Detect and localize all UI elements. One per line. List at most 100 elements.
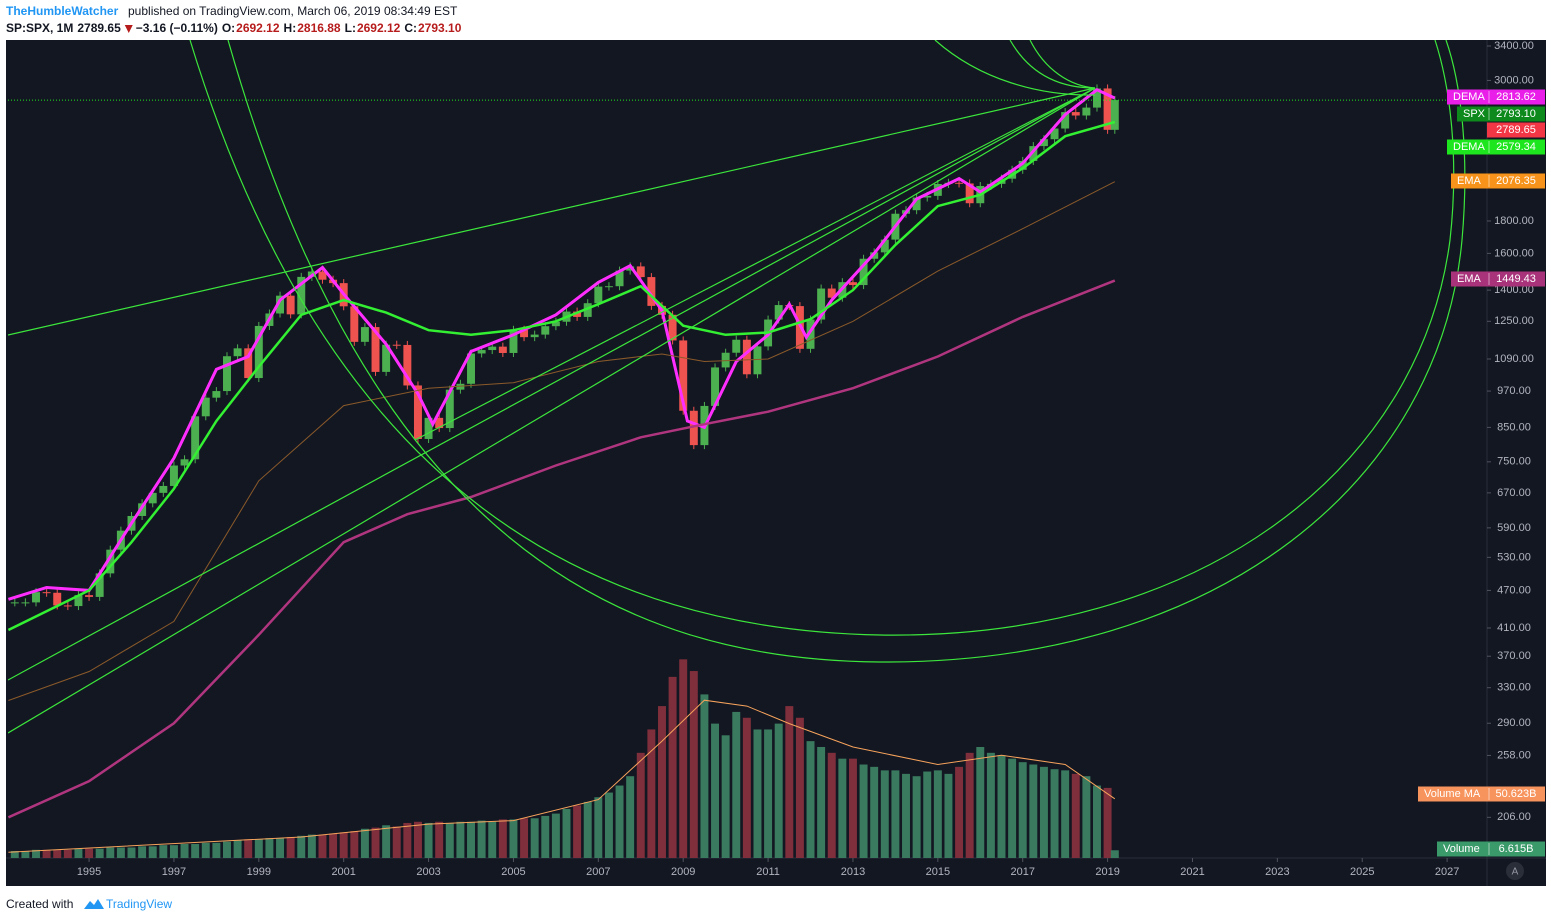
candle <box>53 592 62 606</box>
volume-bar <box>679 659 688 858</box>
volume-bar <box>1103 787 1112 858</box>
candle <box>169 465 178 486</box>
volume-bar <box>318 834 327 858</box>
y-tick-label: 1090.00 <box>1494 353 1534 365</box>
candle <box>1110 100 1119 130</box>
candle <box>435 417 444 429</box>
volume-bar <box>85 848 94 858</box>
candle <box>732 339 741 353</box>
candle <box>774 305 783 320</box>
volume-bar <box>520 818 529 858</box>
scale-label-value: 2076.35 <box>1496 175 1536 187</box>
candle <box>859 258 868 286</box>
volume-bar <box>233 840 242 858</box>
candle <box>742 339 751 375</box>
arc <box>227 40 1466 663</box>
candle <box>583 303 592 317</box>
volume-bar <box>902 773 910 858</box>
indicator-line <box>8 279 1116 819</box>
y-tick-label: 670.00 <box>1497 487 1531 499</box>
candle <box>413 385 422 439</box>
y-tick-label: 1400.00 <box>1494 284 1534 296</box>
scale-label-box <box>1437 841 1545 857</box>
volume-bar <box>721 735 730 858</box>
volume-bar <box>817 746 826 858</box>
y-tick-label: 1600.00 <box>1494 247 1534 259</box>
scale-label-value: 2789.65 <box>1496 124 1536 136</box>
arc <box>189 40 1455 636</box>
volume-bar <box>254 839 263 858</box>
volume-bar <box>923 771 932 858</box>
candle <box>21 602 30 604</box>
trend-line <box>8 87 1096 336</box>
volume-bar <box>700 694 709 858</box>
x-tick-label: 2025 <box>1350 866 1374 878</box>
candle <box>679 340 688 411</box>
candle <box>85 595 94 597</box>
y-tick-label: 370.00 <box>1497 650 1531 662</box>
drawings <box>8 40 1466 734</box>
x-tick-label: 1995 <box>77 866 101 878</box>
x-tick-label: 2015 <box>926 866 950 878</box>
candle <box>318 271 327 280</box>
candle <box>159 485 168 493</box>
footer-text: Created with <box>6 897 73 911</box>
y-tick-label: 410.00 <box>1497 622 1531 634</box>
volume-bar <box>658 706 666 858</box>
volume-bar <box>127 847 136 858</box>
volume-bar <box>286 836 295 858</box>
change: −3.16 (−0.11%) <box>136 21 218 35</box>
scale-label-value: 2793.10 <box>1496 108 1536 120</box>
auto-scale-label[interactable]: A <box>1512 867 1519 878</box>
candle <box>360 327 369 342</box>
candle <box>1103 88 1112 130</box>
scale-label-name: Volume MA <box>1424 788 1481 800</box>
tradingview-logo <box>84 899 104 909</box>
ohlc-key: C: <box>404 21 417 35</box>
volume-bar <box>711 723 720 858</box>
candle <box>711 367 720 406</box>
volume-bar <box>307 834 316 858</box>
candle <box>403 344 412 386</box>
candle <box>604 286 613 288</box>
volume-bar <box>1050 769 1059 858</box>
volume-bar <box>647 729 656 858</box>
candle <box>1039 139 1048 147</box>
candle <box>753 346 762 375</box>
volume-bar <box>742 717 751 858</box>
axes: 3400.00 3000.00 1800.00 1600.00 1400.00 1250.… <box>77 40 1534 878</box>
plot-area <box>8 84 1487 858</box>
candle <box>1061 112 1070 129</box>
volume-bar <box>530 818 539 858</box>
candle <box>721 352 730 368</box>
candle <box>371 327 380 372</box>
candle <box>955 182 964 184</box>
candle <box>212 391 221 398</box>
volume-bar <box>106 847 115 858</box>
auto-scale-button[interactable] <box>1506 862 1524 880</box>
scale-label-name: Volume <box>1443 843 1480 855</box>
volume-bar <box>169 845 178 858</box>
volume-bar <box>95 848 104 858</box>
candle <box>520 329 529 338</box>
x-tick-label: 2001 <box>331 866 355 878</box>
candle <box>148 492 157 504</box>
volume-bar <box>1008 758 1017 858</box>
volume-bar <box>615 785 624 858</box>
y-tick-label: 1800.00 <box>1494 215 1534 227</box>
volume-bar <box>339 832 348 858</box>
volume-bar <box>594 797 603 858</box>
volume-bar <box>1110 850 1119 858</box>
volume-bar <box>148 846 157 858</box>
candle <box>594 286 603 304</box>
scale-label-box <box>1447 89 1545 105</box>
footer-brand: TradingView <box>106 897 172 911</box>
candle <box>848 282 857 286</box>
volume-bar <box>63 849 72 858</box>
volume-bar <box>806 741 815 858</box>
x-tick-label: 2021 <box>1180 866 1204 878</box>
volume-bar <box>53 849 62 858</box>
y-tick-label: 750.00 <box>1497 456 1531 468</box>
volume-bar <box>488 821 497 858</box>
